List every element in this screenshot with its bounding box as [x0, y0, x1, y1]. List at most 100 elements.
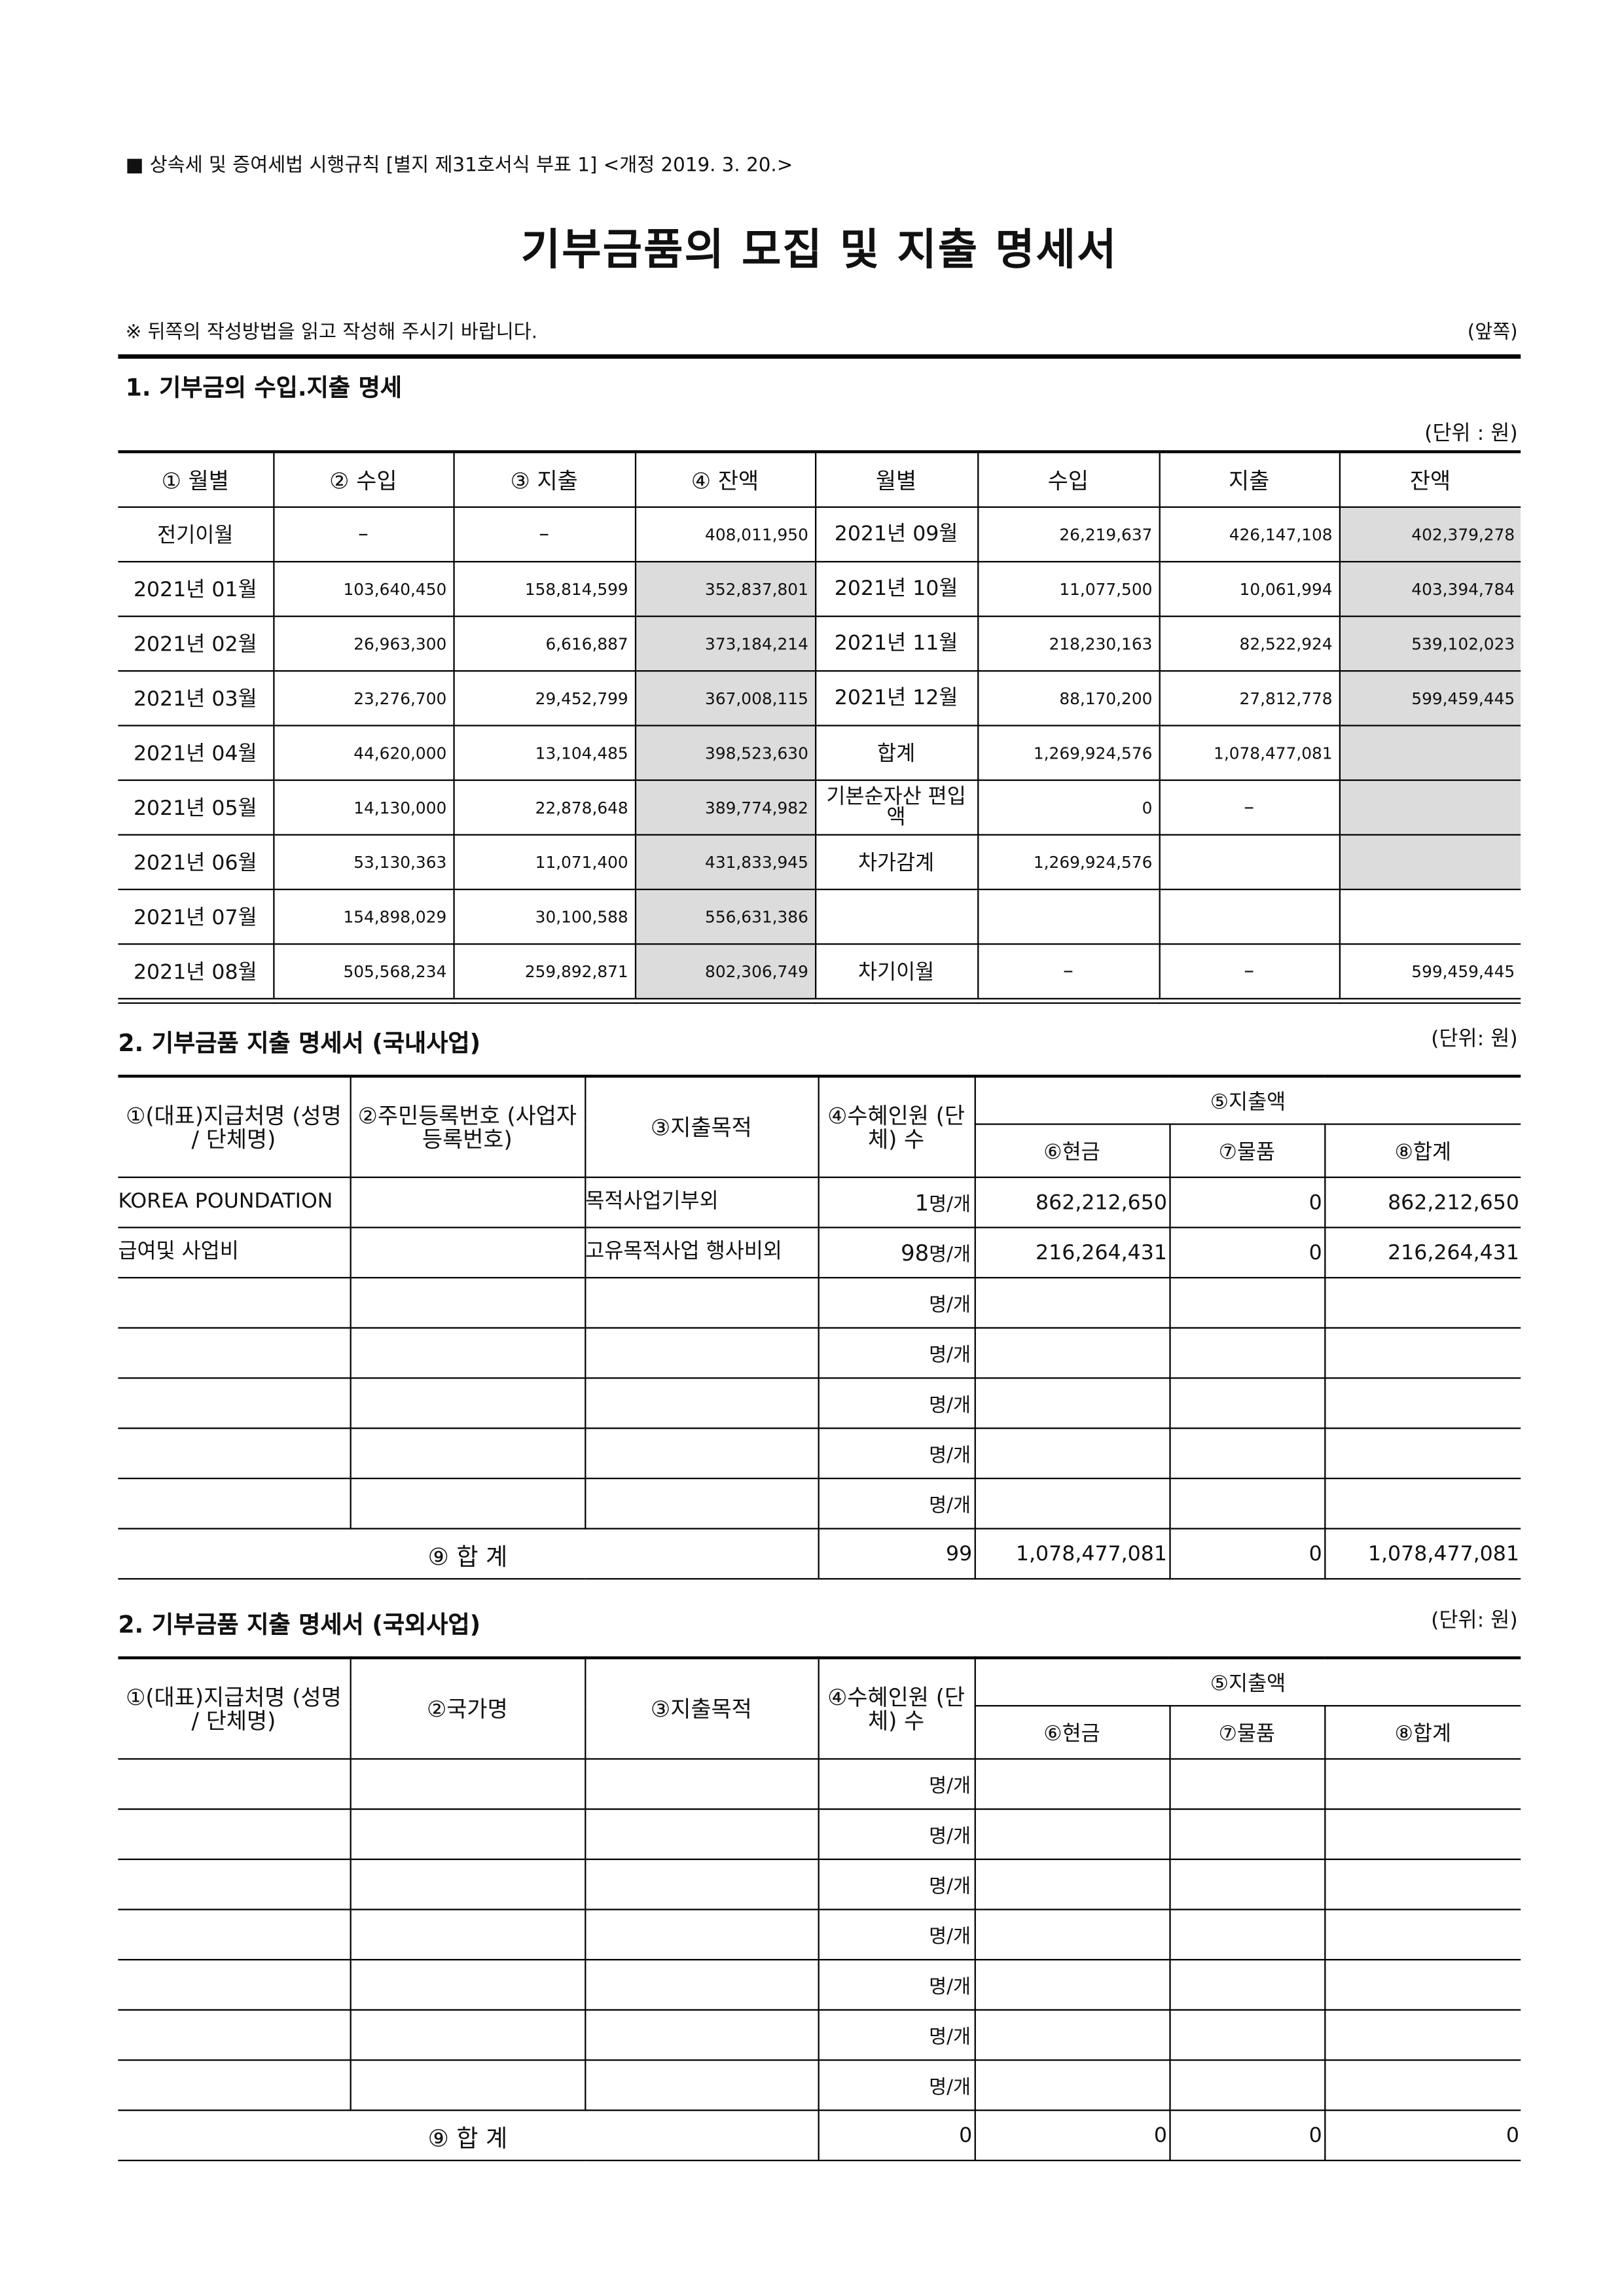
goods-cell: [1168, 1327, 1326, 1379]
id-cell: [349, 1176, 586, 1229]
income-expense-table: ① 월별 ② 수입 ③ 지출 ④ 잔액 월별 수입 지출 잔액 전기이월 – –408,011,95…: [118, 450, 1521, 1004]
amount-cell: 88,170,200: [977, 670, 1160, 726]
column-header: ③ 지출: [452, 451, 636, 508]
id-cell: [349, 1377, 586, 1429]
column-header: 지출: [1158, 451, 1340, 508]
amount-cell: –: [272, 506, 454, 563]
total-total: 1,078,477,081: [1324, 1528, 1521, 1580]
payee-cell: 급여및 사업비: [118, 1227, 351, 1279]
amount-cell: 26,219,637: [977, 506, 1160, 563]
amount-cell: 14,130,000: [272, 779, 454, 836]
table-row: 명/개: [118, 1277, 1521, 1329]
table-row: 2021년 04월 44,620,000 13,104,485 398,523,630…: [118, 725, 1521, 781]
count-cell: 명/개: [817, 2059, 975, 2111]
goods-cell: [1168, 1477, 1326, 1530]
id-cell: [349, 2009, 586, 2061]
month-cell: 2021년 10월: [814, 561, 979, 617]
amount-cell: 426,147,108: [1158, 506, 1340, 563]
amount-cell: [1158, 888, 1340, 945]
purpose-cell: [584, 1758, 819, 1810]
table-row: 명/개: [118, 1909, 1521, 1961]
count-cell: 명/개: [817, 1427, 975, 1480]
cash-cell: [973, 1477, 1170, 1530]
overseas-expense-table: ①(대표)지급처명 (성명 / 단체명) ②국가명 ③지출목적 ④수혜인원 (단체) …: [118, 1656, 1521, 2162]
column-header-payee: ①(대표)지급처명 (성명 / 단체명): [118, 1657, 351, 1760]
count-cell: 명/개: [817, 1959, 975, 2011]
payee-cell: [118, 1808, 351, 1860]
column-header-total: ⑧합계: [1324, 1123, 1521, 1178]
amount-cell: [1338, 725, 1521, 781]
total-cell: [1324, 1327, 1521, 1379]
column-header-total: ⑧합계: [1324, 1705, 1521, 1760]
cash-cell: [973, 1858, 1170, 1910]
table-row: 명/개: [118, 1427, 1521, 1480]
total-goods: 0: [1168, 2109, 1326, 2162]
purpose-cell: [584, 1377, 819, 1429]
column-header-id: ②주민등록번호 (사업자등록번호): [349, 1075, 586, 1178]
amount-cell: [1338, 834, 1521, 891]
month-cell: 2021년 01월: [118, 561, 274, 617]
amount-cell: 158,814,599: [452, 561, 636, 617]
amount-cell: 6,616,887: [452, 615, 636, 672]
divider: [118, 354, 1521, 359]
goods-cell: [1168, 1277, 1326, 1329]
amount-cell: 218,230,163: [977, 615, 1160, 672]
table-row: 명/개: [118, 1377, 1521, 1429]
month-cell: 2021년 03월: [118, 670, 274, 726]
count-unit: 명/개: [929, 1776, 971, 1799]
amount-cell: 154,898,029: [272, 888, 454, 945]
cash-cell: [973, 1427, 1170, 1480]
goods-cell: [1168, 2009, 1326, 2061]
amount-cell: 599,459,445: [1338, 943, 1521, 1002]
amount-cell: 30,100,588: [452, 888, 636, 945]
table-row: 급여및 사업비 고유목적사업 행사비외 98명/개 216,264,431 0 216,2…: [118, 1227, 1521, 1279]
column-header-amount: ⑤지출액: [973, 1075, 1521, 1125]
total-cell: [1324, 2059, 1521, 2111]
amount-cell: 1,078,477,081: [1158, 725, 1340, 781]
payee-cell: [118, 1427, 351, 1480]
month-cell: 전기이월: [118, 506, 274, 563]
payee-cell: [118, 2009, 351, 2061]
cash-cell: 862,212,650: [973, 1176, 1170, 1229]
amount-cell: [1338, 779, 1521, 836]
purpose-cell: 고유목적사업 행사비외: [584, 1227, 819, 1279]
count-cell: 명/개: [817, 1277, 975, 1329]
payee-cell: [118, 1959, 351, 2011]
count-unit: 명/개: [929, 1926, 971, 1949]
goods-cell: [1168, 1959, 1326, 2011]
purpose-cell: [584, 1277, 819, 1329]
table-row: 명/개: [118, 2059, 1521, 2111]
amount-cell: 23,276,700: [272, 670, 454, 726]
table-row: 명/개: [118, 1477, 1521, 1530]
amount-cell: 22,878,648: [452, 779, 636, 836]
table-row: 2021년 07월 154,898,029 30,100,588 556,631,38…: [118, 888, 1521, 945]
amount-cell: 1,269,924,576: [977, 725, 1160, 781]
table-row: 명/개: [118, 2009, 1521, 2061]
table-row: 2021년 06월 53,130,363 11,071,400 431,833,945…: [118, 834, 1521, 891]
purpose-cell: [584, 1858, 819, 1910]
total-count: 99: [817, 1528, 975, 1580]
cash-cell: [973, 1327, 1170, 1379]
goods-cell: [1168, 1858, 1326, 1910]
goods-cell: [1168, 1758, 1326, 1810]
cash-cell: [973, 1277, 1170, 1329]
count-unit: 명/개: [929, 1876, 971, 1899]
amount-cell: 373,184,214: [634, 615, 816, 672]
purpose-cell: 목적사업기부외: [584, 1176, 819, 1229]
goods-cell: [1168, 1808, 1326, 1860]
amount-cell: 431,833,945: [634, 834, 816, 891]
id-cell: [349, 1477, 586, 1530]
amount-cell: 44,620,000: [272, 725, 454, 781]
count-cell: 명/개: [817, 1808, 975, 1860]
amount-cell: 403,394,784: [1338, 561, 1521, 617]
amount-cell: 259,892,871: [452, 943, 636, 1002]
column-header-payee: ①(대표)지급처명 (성명 / 단체명): [118, 1075, 351, 1178]
amount-cell: 389,774,982: [634, 779, 816, 836]
purpose-cell: [584, 1808, 819, 1860]
amount-cell: 11,071,400: [452, 834, 636, 891]
id-cell: [349, 1808, 586, 1860]
total-cell: [1324, 1858, 1521, 1910]
amount-cell: –: [452, 506, 636, 563]
column-header: 수입: [977, 451, 1160, 508]
count-unit: 명/개: [929, 1495, 971, 1518]
